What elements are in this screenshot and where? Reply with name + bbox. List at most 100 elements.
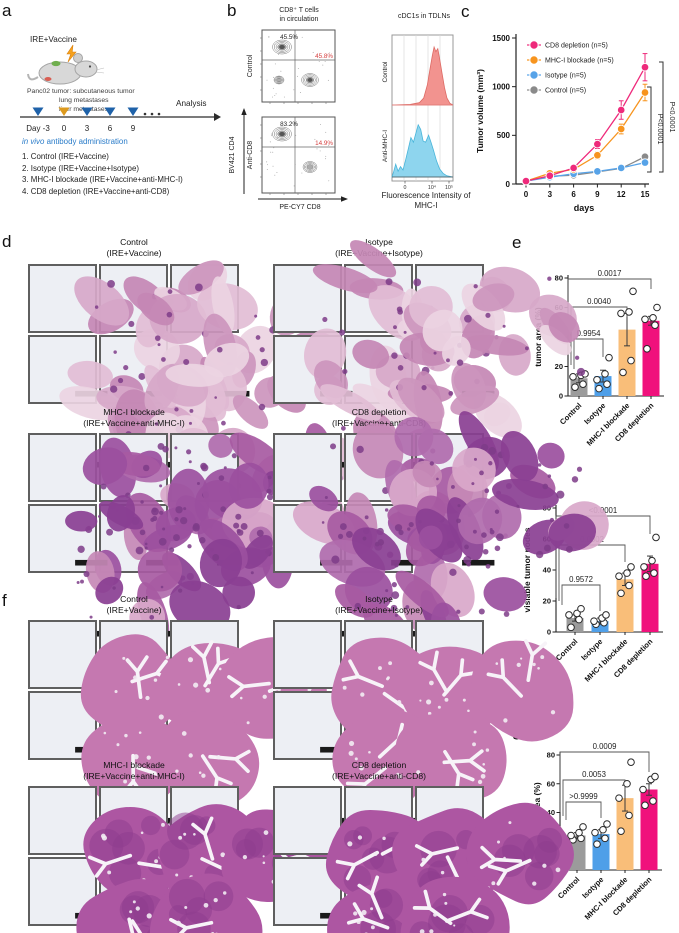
scatter-point <box>627 356 635 365</box>
treatment-label: IRE+Vaccine <box>30 35 77 44</box>
histology-image <box>273 691 434 824</box>
tumor-volume-chart: Tumor volume (mm³) 0 500 1000 1500 0 3 6 9 12 15 da… <box>475 34 677 213</box>
panel-label-f: f <box>2 591 7 610</box>
flow-row-label: Anti-CD8 <box>247 141 254 170</box>
vaccine-site-spot <box>51 60 61 67</box>
c-y-tick: 0 <box>506 180 511 189</box>
c-series-line <box>525 66 646 182</box>
scatter-point <box>627 758 635 766</box>
c-y-tick: 1000 <box>492 82 510 91</box>
group-title-line2: (IRE+Vaccine+anti-MHC-I) <box>83 418 185 428</box>
scatter-point <box>567 831 575 840</box>
timeline-day-label: Day -3 <box>26 124 50 133</box>
c-x-axis-label: days <box>574 203 595 213</box>
c-legend-marker-icon <box>529 85 539 95</box>
bar <box>641 563 659 632</box>
liver-image-grid <box>273 620 574 824</box>
histology-image <box>99 313 269 486</box>
scatter-point <box>602 611 610 619</box>
c-pvalue-bracket <box>659 61 664 173</box>
flow-plot-frame <box>261 29 336 103</box>
mouse-tail <box>27 73 39 81</box>
scatter-point <box>617 589 625 598</box>
group-title-line1: Control <box>120 594 148 604</box>
lung-image-grid <box>28 423 349 645</box>
c-data-point <box>545 171 555 180</box>
scatter-point <box>590 617 598 625</box>
c-data-point <box>521 176 531 186</box>
scale-bar <box>391 559 424 566</box>
histogram-x-tick: 0 <box>404 185 407 191</box>
c-data-point <box>569 163 578 173</box>
scatter-point <box>591 828 599 837</box>
c-legend-marker-icon <box>529 40 539 50</box>
group-title-line1: Isotype <box>365 594 393 604</box>
scatter-point <box>623 779 631 788</box>
group-title-line1: MHC-I blockade <box>103 407 165 417</box>
c-x-tick: 3 <box>548 190 553 199</box>
pvalue-bracket <box>561 584 601 611</box>
panel-label-e: e <box>512 233 522 252</box>
histology-image <box>273 240 435 410</box>
scatter-point <box>593 375 601 384</box>
liver-image-grid <box>28 620 327 824</box>
histology-image <box>344 495 527 659</box>
group-title-line2: (IRE+Vaccine) <box>106 248 162 258</box>
liver-section <box>471 640 574 742</box>
histogram-title: cDC1s in TDLNs <box>398 13 450 20</box>
scatter-point <box>649 314 657 322</box>
panel-label-d: d <box>2 232 12 251</box>
group-title-line2: (IRE+Vaccine+anti-CD8) <box>332 771 426 781</box>
treatment-group-list: 1. Control (IRE+Vaccine) 2. Isotype (IRE+… <box>22 151 183 197</box>
cd8-percent: 14.9% <box>315 140 333 147</box>
scatter-point <box>599 825 607 834</box>
scale-bar <box>462 559 495 566</box>
panel-label-a: a <box>2 1 12 20</box>
dose-triangle-icon <box>127 107 139 116</box>
scatter-point <box>643 345 651 353</box>
lung-group-title: Control (IRE+Vaccine) <box>28 237 240 259</box>
group-title-line1: CD8 depletion <box>351 760 407 770</box>
lung-group-title: MHC-I blockade (IRE+Vaccine+anti-MHC-I) <box>28 407 240 429</box>
pvalue-label: 0.0053 <box>582 770 606 779</box>
scatter-point <box>650 569 658 577</box>
c-data-point <box>593 139 602 149</box>
antibody-admin-note: in vivo antibody administration <box>22 137 128 146</box>
bar-y-tick: 40 <box>543 566 551 575</box>
dose-triangle-icon <box>32 107 44 116</box>
histogram-row-label: Anti-MHC-I <box>382 130 389 162</box>
scatter-point <box>648 556 656 565</box>
liver-image-grid <box>28 786 329 933</box>
bar <box>640 789 658 870</box>
scatter-point <box>577 604 585 613</box>
scatter-point <box>641 801 649 810</box>
liver-vessel <box>341 659 384 689</box>
histology-image <box>415 264 586 397</box>
group-title-line1: Isotype <box>365 237 393 247</box>
pvalue-label: 0.9954 <box>577 329 602 338</box>
pvalue-label: >0.9999 <box>569 792 597 801</box>
group-title-line2: (IRE+Vaccine+Isotype) <box>335 605 423 615</box>
cd4-percent: 83.2% <box>280 121 298 128</box>
lung-image-grid <box>273 240 586 481</box>
bar-y-tick: 80 <box>555 274 563 283</box>
group-title-line2: (IRE+Vaccine+anti-CD8) <box>332 418 426 428</box>
timeline-ellipsis-dot <box>143 112 147 116</box>
group-title-line1: CD8 depletion <box>351 407 407 417</box>
histology-image <box>170 264 334 413</box>
scatter-point <box>569 373 577 381</box>
bar-y-tick: 0 <box>547 628 551 637</box>
scatter-point <box>625 811 633 820</box>
histogram-x-label-line2: MHC-I <box>414 201 437 210</box>
histology-image <box>344 264 511 399</box>
c-x-tick: 6 <box>571 190 576 199</box>
histology-image <box>170 786 329 919</box>
lung-tumor-area-chart: tumor area (%)020406080ControlIsotypeMHC… <box>533 269 664 448</box>
flow-cytometry-panel: CD8⁺ T cells in circulation 45.5% 45.8% Cont… <box>229 7 471 211</box>
scatter-point <box>593 840 601 848</box>
scatter-point <box>649 797 657 805</box>
dose-triangle-icon <box>104 107 116 116</box>
liver-vessel <box>479 845 523 870</box>
timeline-day-label: 0 <box>61 124 67 133</box>
histology-image <box>273 416 465 566</box>
